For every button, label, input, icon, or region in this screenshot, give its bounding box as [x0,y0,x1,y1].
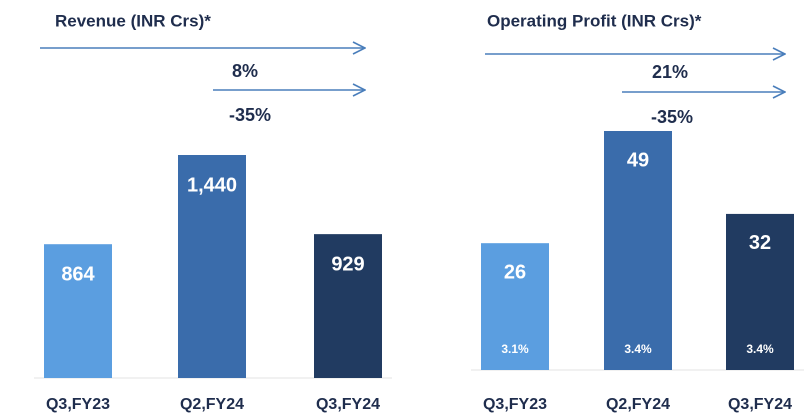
x-tick-label: Q3,FY23 [483,396,547,413]
bar [178,155,246,378]
growth-annotation: 8% [232,61,258,81]
bar [726,213,794,370]
x-tick-label: Q2,FY24 [606,396,670,413]
x-tick-label: Q3,FY24 [316,396,380,413]
growth-annotation: 21% [652,62,688,82]
bar [481,243,549,370]
x-tick-label: Q2,FY24 [180,396,244,413]
bar [44,244,112,378]
growth-annotation: -35% [651,107,693,127]
value-label: 864 [61,263,95,285]
value-label: 929 [331,253,364,275]
margin-label: 3.1% [501,342,529,356]
x-tick-label: Q3,FY24 [728,396,792,413]
growth-annotation: -35% [229,105,271,125]
margin-label: 3.4% [746,342,774,356]
value-label: 49 [627,149,649,171]
chart-title: Operating Profit (INR Crs)* [487,11,702,30]
bar [604,131,672,370]
x-tick-label: Q3,FY23 [46,396,110,413]
bar [314,234,382,378]
chart-title: Revenue (INR Crs)* [55,11,211,30]
value-label: 1,440 [187,174,237,196]
value-label: 32 [749,232,771,254]
value-label: 26 [504,261,526,283]
margin-label: 3.4% [624,342,652,356]
arrows [40,48,785,92]
